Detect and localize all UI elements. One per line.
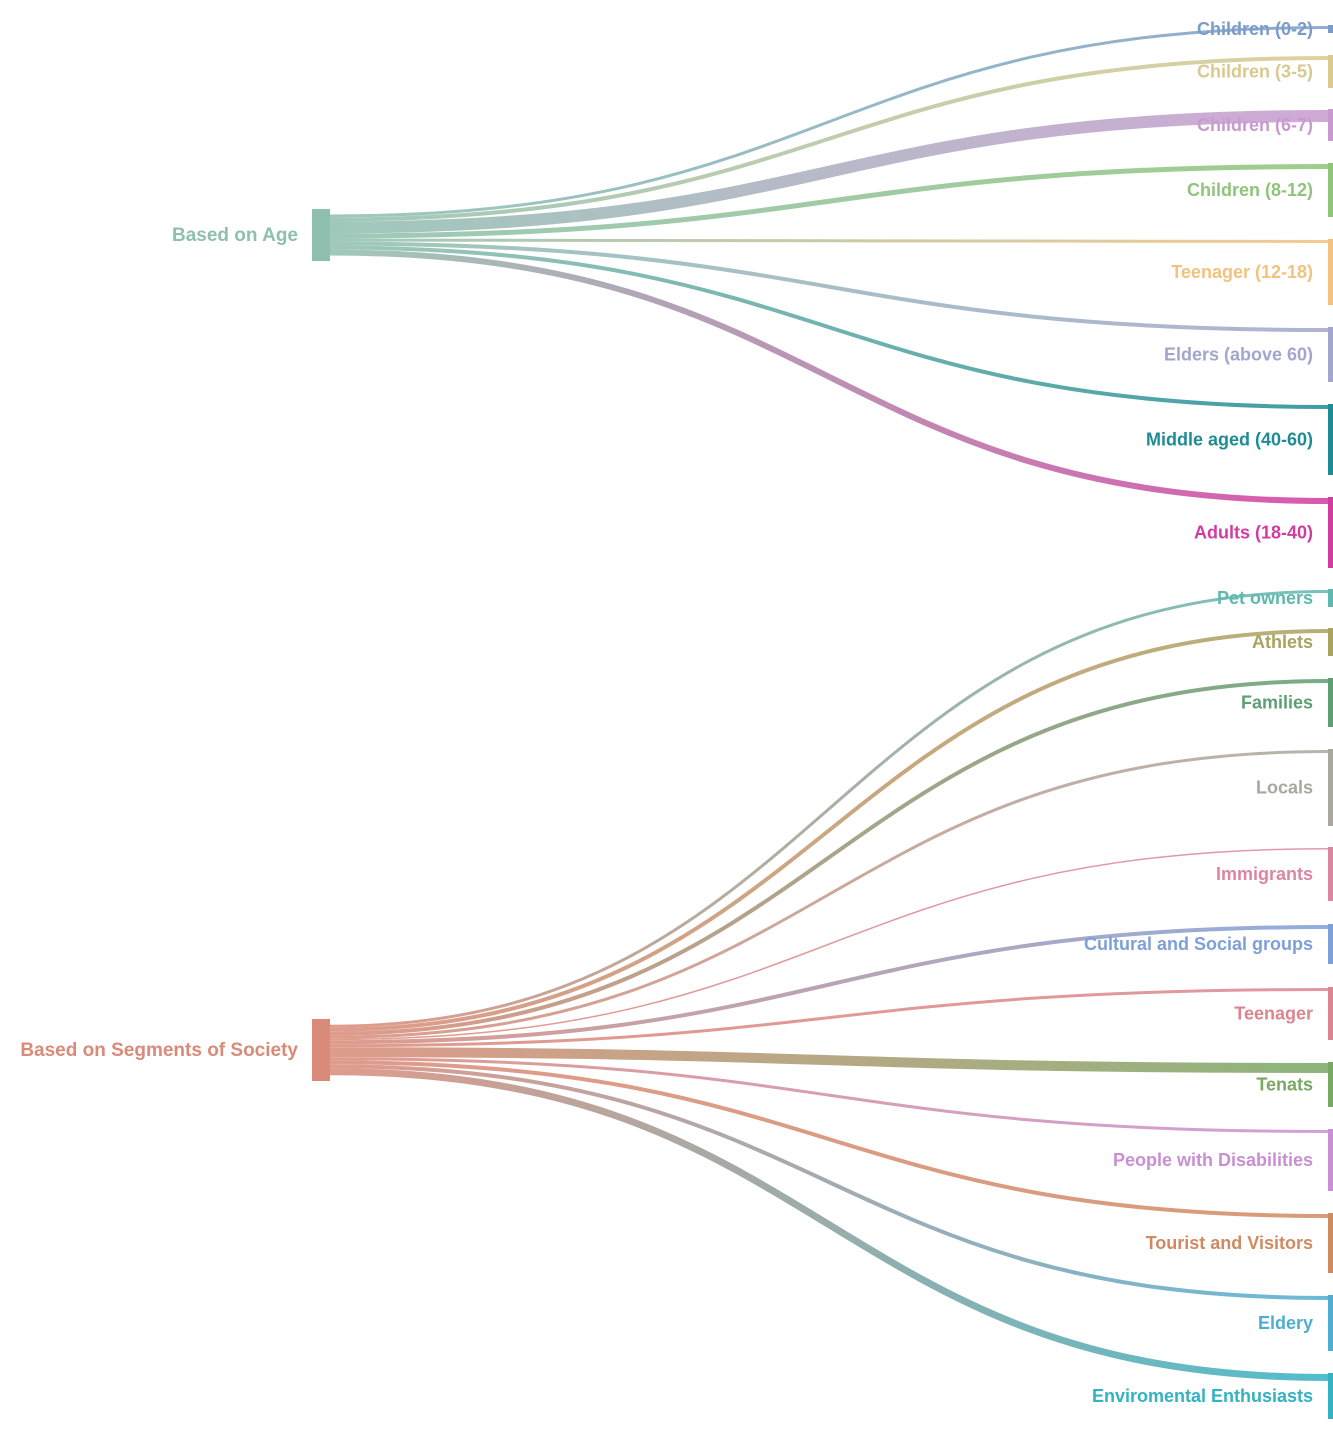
node-immigrants[interactable] [1328,847,1333,901]
node-eldery[interactable] [1328,1295,1333,1351]
node-teenager[interactable] [1328,987,1333,1040]
node-label-based-on-age: Based on Age [172,225,298,246]
node-label-locals: Locals [1256,778,1313,798]
node-children-3-5[interactable] [1328,55,1333,88]
link-based-on-segments-of-society-to-locals[interactable] [329,750,1329,1039]
link-based-on-segments-of-society-to-eldery[interactable] [329,1064,1329,1300]
node-label-children-3-5: Children (3-5) [1197,62,1313,82]
node-families[interactable] [1328,678,1333,727]
link-based-on-segments-of-society-to-immigrants[interactable] [329,848,1329,1041]
node-adults-18-40[interactable] [1328,497,1333,568]
node-label-enviromental-enthusiasts: Enviromental Enthusiasts [1092,1386,1313,1406]
link-based-on-age-to-children-3-5[interactable] [329,56,1329,222]
node-label-pet-owners: Pet owners [1217,588,1313,608]
node-label-families: Families [1241,693,1313,713]
node-pet-owners[interactable] [1328,589,1333,607]
node-children-8-12[interactable] [1328,163,1333,217]
link-based-on-age-to-middle-aged-40-60[interactable] [329,245,1329,409]
label-layer: Children (0-2) Children (3-5) Children (6-… [20,19,1313,1406]
node-label-cultural-and-social-groups: Cultural and Social groups [1084,934,1313,954]
link-based-on-age-to-teenager-12-18[interactable] [329,238,1329,243]
node-children-0-2[interactable] [1328,25,1333,33]
node-label-tenats: Tenats [1256,1075,1313,1095]
node-elders-above-60[interactable] [1328,327,1333,382]
node-tenats[interactable] [1328,1062,1333,1107]
node-label-children-0-2: Children (0-2) [1197,19,1313,39]
link-based-on-segments-of-society-to-people-with-disabilities[interactable] [329,1057,1329,1133]
node-people-with-disabilities[interactable] [1328,1129,1333,1191]
link-based-on-segments-of-society-to-enviromental-enthusiasts[interactable] [329,1068,1329,1381]
link-based-on-segments-of-society-to-athlets[interactable] [329,629,1329,1032]
node-label-teenager: Teenager [1234,1004,1313,1024]
node-label-teenager-12-18: Teenager (12-18) [1171,262,1313,282]
link-based-on-age-to-children-6-7[interactable] [329,110,1329,234]
node-label-adults-18-40: Adults (18-40) [1194,523,1313,543]
node-cultural-and-social-groups[interactable] [1328,924,1333,964]
link-based-on-age-to-elders-above-60[interactable] [329,241,1329,332]
node-middle-aged-40-60[interactable] [1328,404,1333,475]
link-based-on-segments-of-society-to-teenager[interactable] [329,988,1329,1048]
link-layer [329,26,1329,1381]
node-layer [312,25,1333,1419]
node-label-immigrants: Immigrants [1216,864,1313,884]
node-children-6-7[interactable] [1328,109,1333,141]
link-based-on-segments-of-society-to-pet-owners[interactable] [329,590,1329,1028]
node-teenager-12-18[interactable] [1328,239,1333,305]
node-tourist-and-visitors[interactable] [1328,1213,1333,1273]
node-based-on-segments-of-society[interactable] [312,1019,330,1081]
link-based-on-segments-of-society-to-tourist-and-visitors[interactable] [329,1060,1329,1218]
node-label-children-8-12: Children (8-12) [1187,180,1313,200]
node-based-on-age[interactable] [312,209,330,261]
link-based-on-segments-of-society-to-families[interactable] [329,679,1329,1036]
node-athlets[interactable] [1328,628,1333,656]
node-label-eldery: Eldery [1258,1313,1313,1333]
node-label-tourist-and-visitors: Tourist and Visitors [1146,1233,1313,1253]
link-based-on-segments-of-society-to-tenats[interactable] [329,1047,1329,1073]
node-label-people-with-disabilities: People with Disabilities [1113,1150,1313,1170]
node-enviromental-enthusiasts[interactable] [1328,1373,1333,1419]
node-label-elders-above-60: Elders (above 60) [1164,345,1313,365]
node-label-based-on-segments-of-society: Based on Segments of Society [20,1040,298,1061]
link-based-on-segments-of-society-to-cultural-and-social-groups[interactable] [329,925,1329,1045]
link-based-on-age-to-children-0-2[interactable] [329,26,1329,218]
node-label-athlets: Athlets [1252,632,1313,652]
node-label-middle-aged-40-60: Middle aged (40-60) [1146,430,1313,450]
link-based-on-age-to-adults-18-40[interactable] [329,249,1329,504]
node-locals[interactable] [1328,749,1333,826]
link-based-on-age-to-children-8-12[interactable] [329,164,1329,239]
node-label-children-6-7: Children (6-7) [1197,115,1313,135]
